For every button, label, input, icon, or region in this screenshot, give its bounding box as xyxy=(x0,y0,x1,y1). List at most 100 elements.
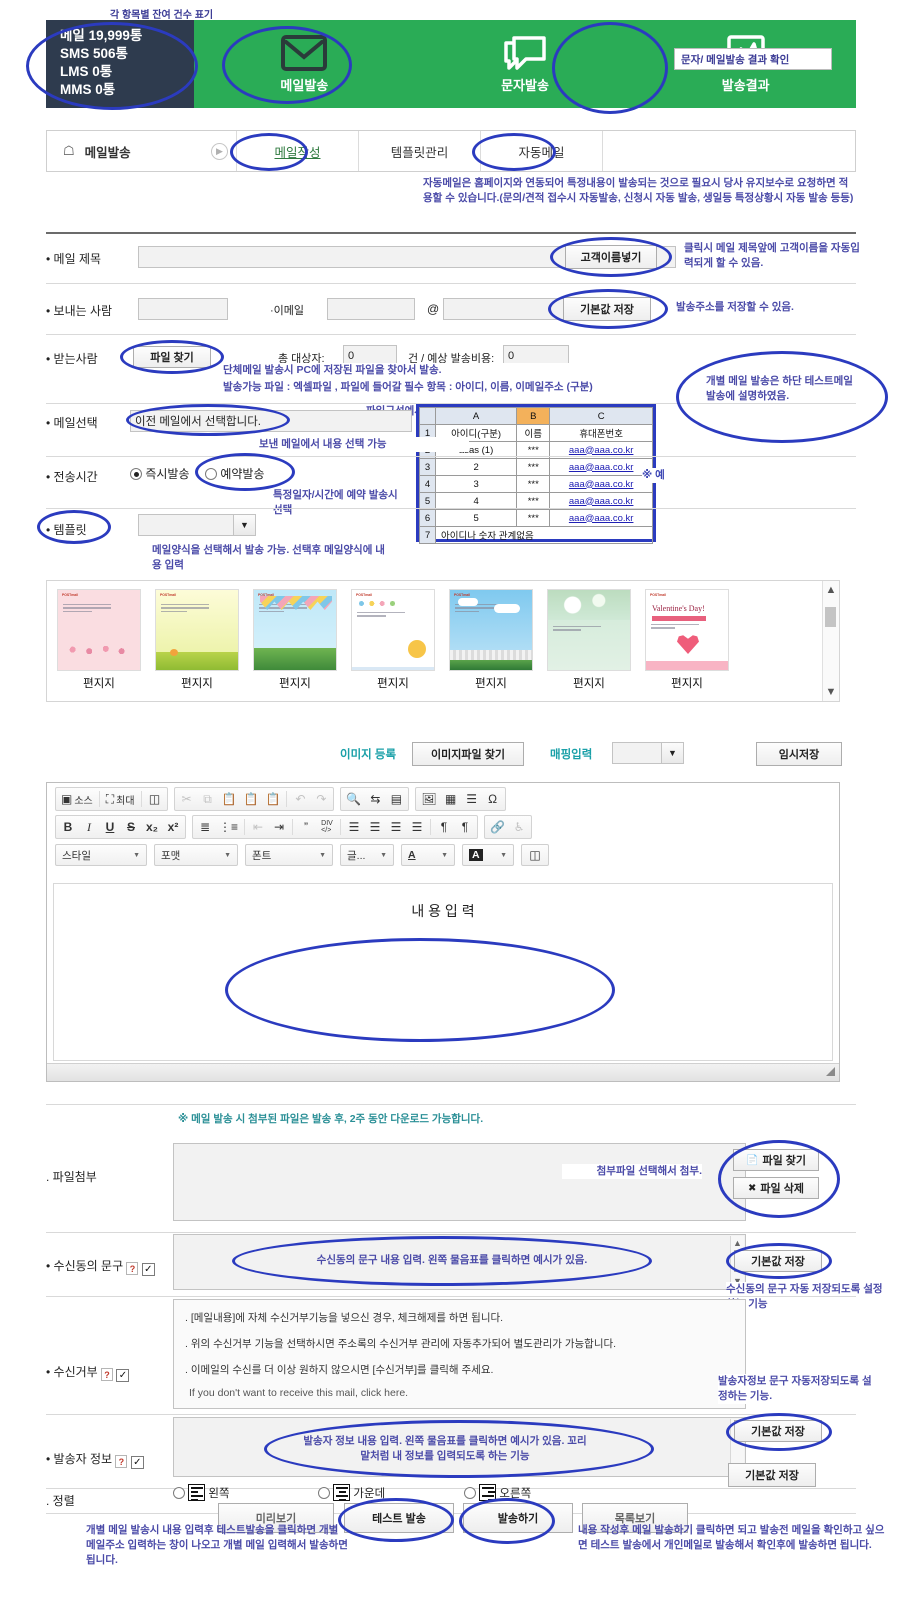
format-dropdown[interactable]: 포맷 ▼ xyxy=(154,844,238,866)
template-thumb[interactable]: POSTmail xyxy=(155,589,239,671)
unlink-icon[interactable]: ♿ xyxy=(513,820,525,834)
preview-icon[interactable]: ◫ xyxy=(148,792,161,806)
template-thumb[interactable]: POSTmail xyxy=(547,589,631,671)
template-thumb[interactable]: POSTmail Valentine's Day! xyxy=(645,589,729,671)
div-container-icon[interactable]: DIV </> xyxy=(321,820,333,834)
page-break-button[interactable]: ◫ xyxy=(521,844,549,866)
list-item[interactable]: POSTmail Valentine's Day! 편지지 xyxy=(645,589,729,701)
scrollbar-thumb[interactable] xyxy=(825,607,836,627)
font-dropdown[interactable]: 폰트 ▼ xyxy=(245,844,333,866)
template-gallery[interactable]: POSTmail 편지지 POSTmail 편지지 POSTmail 편지지 P… xyxy=(46,580,840,702)
sender-default-save-button[interactable]: 기본값 저장 xyxy=(563,297,651,321)
help-icon[interactable]: ? xyxy=(101,1368,114,1381)
attach-dropzone[interactable] xyxy=(173,1143,746,1221)
hr-icon[interactable]: ☰ xyxy=(466,792,477,806)
send-button[interactable]: 발송하기 xyxy=(463,1503,573,1533)
list-item[interactable]: POSTmail 편지지 xyxy=(449,589,533,701)
email-domain-input[interactable] xyxy=(443,298,573,320)
list-item[interactable]: POSTmail 편지지 xyxy=(57,589,141,701)
indent-icon[interactable]: ⇥ xyxy=(273,820,285,834)
copy-icon[interactable]: ⧉ xyxy=(203,791,212,806)
fontsize-dropdown[interactable]: 글... ▼ xyxy=(340,844,394,866)
help-icon[interactable]: ? xyxy=(126,1262,139,1275)
redo-icon[interactable]: ↷ xyxy=(316,792,327,806)
special-char-icon[interactable]: Ω xyxy=(488,792,498,806)
sendtime-now-option[interactable]: 즉시발송 xyxy=(130,465,190,482)
bullet-list-icon[interactable]: ⋮≡ xyxy=(219,820,239,834)
undo-icon[interactable]: ↶ xyxy=(295,792,306,806)
tab-automail[interactable]: 자동메일 xyxy=(481,131,603,171)
italic-icon[interactable]: I xyxy=(87,819,91,834)
radio-reserve[interactable] xyxy=(205,468,217,480)
consent-checkbox[interactable]: ✓ xyxy=(141,1263,155,1276)
ltr-icon[interactable]: ¶ xyxy=(440,820,448,834)
nav-tab-mail[interactable]: 메일발송 xyxy=(194,20,415,108)
subject-input[interactable] xyxy=(138,246,676,268)
table-icon[interactable]: ▦ xyxy=(444,792,457,806)
align-option-right[interactable]: 오른쪽 xyxy=(464,1484,531,1501)
editor-canvas[interactable] xyxy=(53,883,833,1061)
maximize-icon[interactable]: ⛶ 최대 xyxy=(105,791,135,807)
resize-grip-icon[interactable] xyxy=(826,1067,835,1076)
help-icon[interactable]: ? xyxy=(115,1455,128,1468)
list-item[interactable]: POSTmail 편지지 xyxy=(155,589,239,701)
cut-icon[interactable]: ✂ xyxy=(181,792,192,806)
sender-name-input[interactable] xyxy=(138,298,228,320)
nav-tab-sms[interactable]: 문자발송 xyxy=(415,20,636,108)
bold-icon[interactable]: B xyxy=(63,820,73,834)
text-color-button[interactable]: A ▼ xyxy=(401,844,455,866)
tab-compose[interactable]: 메일작성 xyxy=(237,131,359,171)
consent-default-save-button[interactable]: 기본값 저장 xyxy=(734,1250,822,1272)
attach-delete-button[interactable]: ✖ 파일 삭제 xyxy=(733,1177,819,1199)
align-option-center[interactable]: 가운데 xyxy=(318,1484,385,1501)
strike-icon[interactable]: S xyxy=(126,820,135,834)
scroll-up-icon[interactable]: ▲ xyxy=(733,1238,742,1248)
list-item[interactable]: POSTmail 편지지 xyxy=(547,589,631,701)
subscript-icon[interactable]: x₂ xyxy=(145,820,158,834)
test-send-button[interactable]: 테스트 발송 xyxy=(344,1503,454,1533)
template-thumb[interactable]: POSTmail xyxy=(351,589,435,671)
mapping-select[interactable]: ▼ xyxy=(612,742,684,764)
attach-find-button[interactable]: 📄 파일 찾기 xyxy=(733,1149,819,1171)
template-thumb[interactable]: POSTmail xyxy=(253,589,337,671)
radio-align-center[interactable] xyxy=(318,1487,330,1499)
list-view-button[interactable]: 목록보기 xyxy=(582,1503,688,1533)
image-icon[interactable]: 🖼 xyxy=(421,792,437,806)
rich-text-editor[interactable]: ▣ 소스 ⛶ 최대 ◫ ✂ ⧉ 📋 📋 📋 ↶ ↷ 🔍 ⇆ ▤ 🖼 ▦ ☰ Ω xyxy=(46,782,840,1082)
link-icon[interactable]: 🔗 xyxy=(490,820,505,834)
sendtime-reserve-option[interactable]: 예약발송 xyxy=(205,465,265,482)
bg-color-button[interactable]: A ▼ xyxy=(462,844,514,866)
scroll-up-icon[interactable]: ▲ xyxy=(825,584,837,596)
reject-checkbox[interactable]: ✓ xyxy=(116,1369,130,1382)
breadcrumb-home[interactable]: ☖ 메일발송 ▶ xyxy=(47,131,237,171)
paste-word-icon[interactable]: 📋 xyxy=(265,792,281,806)
select-all-icon[interactable]: ▤ xyxy=(390,792,403,806)
style-dropdown[interactable]: 스타일 ▼ xyxy=(55,844,147,866)
list-item[interactable]: POSTmail 편지지 xyxy=(351,589,435,701)
radio-align-left[interactable] xyxy=(173,1487,185,1499)
mailselect-input[interactable]: 이전 메일에서 선택합니다. xyxy=(130,410,412,432)
blockquote-icon[interactable]: ” xyxy=(304,820,309,834)
template-thumb[interactable]: POSTmail xyxy=(449,589,533,671)
radio-sendnow[interactable] xyxy=(130,468,142,480)
paste-text-icon[interactable]: 📋 xyxy=(243,792,259,806)
align-center-icon[interactable]: ☰ xyxy=(369,820,381,834)
chevron-right-icon[interactable]: ▶ xyxy=(211,142,228,160)
senderinfo-checkbox[interactable]: ✓ xyxy=(130,1456,144,1469)
scroll-down-icon[interactable]: ▼ xyxy=(825,686,837,698)
radio-align-right[interactable] xyxy=(464,1487,476,1499)
template-thumb[interactable]: POSTmail xyxy=(57,589,141,671)
find-icon[interactable]: 🔍 xyxy=(346,792,362,806)
replace-icon[interactable]: ⇆ xyxy=(370,792,381,806)
preview-button[interactable]: 미리보기 xyxy=(218,1503,334,1533)
align-right-icon[interactable]: ☰ xyxy=(390,820,402,834)
temp-save-button[interactable]: 임시저장 xyxy=(756,742,842,766)
numbered-list-icon[interactable]: ≣ xyxy=(199,820,211,834)
underline-icon[interactable]: U xyxy=(105,820,115,834)
scroll-down-icon[interactable]: ▼ xyxy=(733,1276,742,1286)
senderinfo-default-save-button[interactable]: 기본값 저장 xyxy=(734,1420,822,1442)
recipient-file-find-button[interactable]: 파일 찾기 xyxy=(133,346,211,368)
align-option-left[interactable]: 왼쪽 xyxy=(173,1484,230,1501)
template-select[interactable]: ▼ xyxy=(138,514,256,536)
align-justify-icon[interactable]: ☰ xyxy=(411,820,423,834)
